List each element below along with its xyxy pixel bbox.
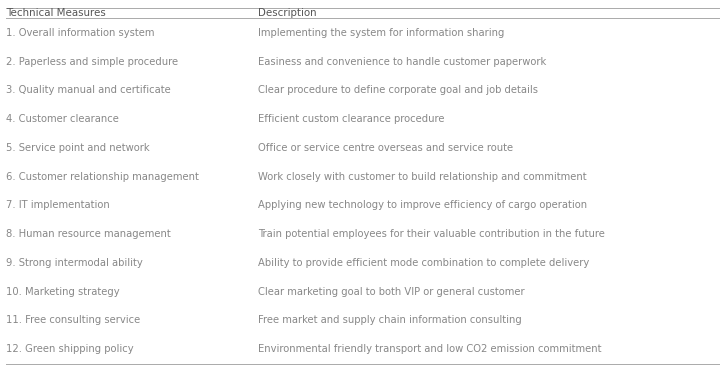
Text: Implementing the system for information sharing: Implementing the system for information …: [258, 28, 504, 38]
Text: 9. Strong intermodal ability: 9. Strong intermodal ability: [6, 258, 143, 268]
Text: Work closely with customer to build relationship and commitment: Work closely with customer to build rela…: [258, 171, 586, 182]
Text: Clear marketing goal to both VIP or general customer: Clear marketing goal to both VIP or gene…: [258, 287, 524, 297]
Text: Ability to provide efficient mode combination to complete delivery: Ability to provide efficient mode combin…: [258, 258, 589, 268]
Text: Train potential employees for their valuable contribution in the future: Train potential employees for their valu…: [258, 229, 605, 239]
Text: Free market and supply chain information consulting: Free market and supply chain information…: [258, 315, 521, 325]
Text: 5. Service point and network: 5. Service point and network: [6, 143, 149, 153]
Text: Environmental friendly transport and low CO2 emission commitment: Environmental friendly transport and low…: [258, 344, 601, 354]
Text: Applying new technology to improve efficiency of cargo operation: Applying new technology to improve effic…: [258, 200, 587, 210]
Text: 1. Overall information system: 1. Overall information system: [6, 28, 154, 38]
Text: 6. Customer relationship management: 6. Customer relationship management: [6, 171, 199, 182]
Text: Clear procedure to define corporate goal and job details: Clear procedure to define corporate goal…: [258, 85, 538, 95]
Text: Office or service centre overseas and service route: Office or service centre overseas and se…: [258, 143, 513, 153]
Text: 2. Paperless and simple procedure: 2. Paperless and simple procedure: [6, 57, 178, 67]
Text: 3. Quality manual and certificate: 3. Quality manual and certificate: [6, 85, 171, 95]
Text: Easiness and convenience to handle customer paperwork: Easiness and convenience to handle custo…: [258, 57, 546, 67]
Text: 7. IT implementation: 7. IT implementation: [6, 200, 109, 210]
Text: 10. Marketing strategy: 10. Marketing strategy: [6, 287, 120, 297]
Text: 11. Free consulting service: 11. Free consulting service: [6, 315, 140, 325]
Text: Description: Description: [258, 8, 316, 18]
Text: 4. Customer clearance: 4. Customer clearance: [6, 114, 119, 124]
Text: 12. Green shipping policy: 12. Green shipping policy: [6, 344, 133, 354]
Text: 8. Human resource management: 8. Human resource management: [6, 229, 171, 239]
Text: Technical Measures: Technical Measures: [6, 8, 106, 18]
Text: Efficient custom clearance procedure: Efficient custom clearance procedure: [258, 114, 444, 124]
